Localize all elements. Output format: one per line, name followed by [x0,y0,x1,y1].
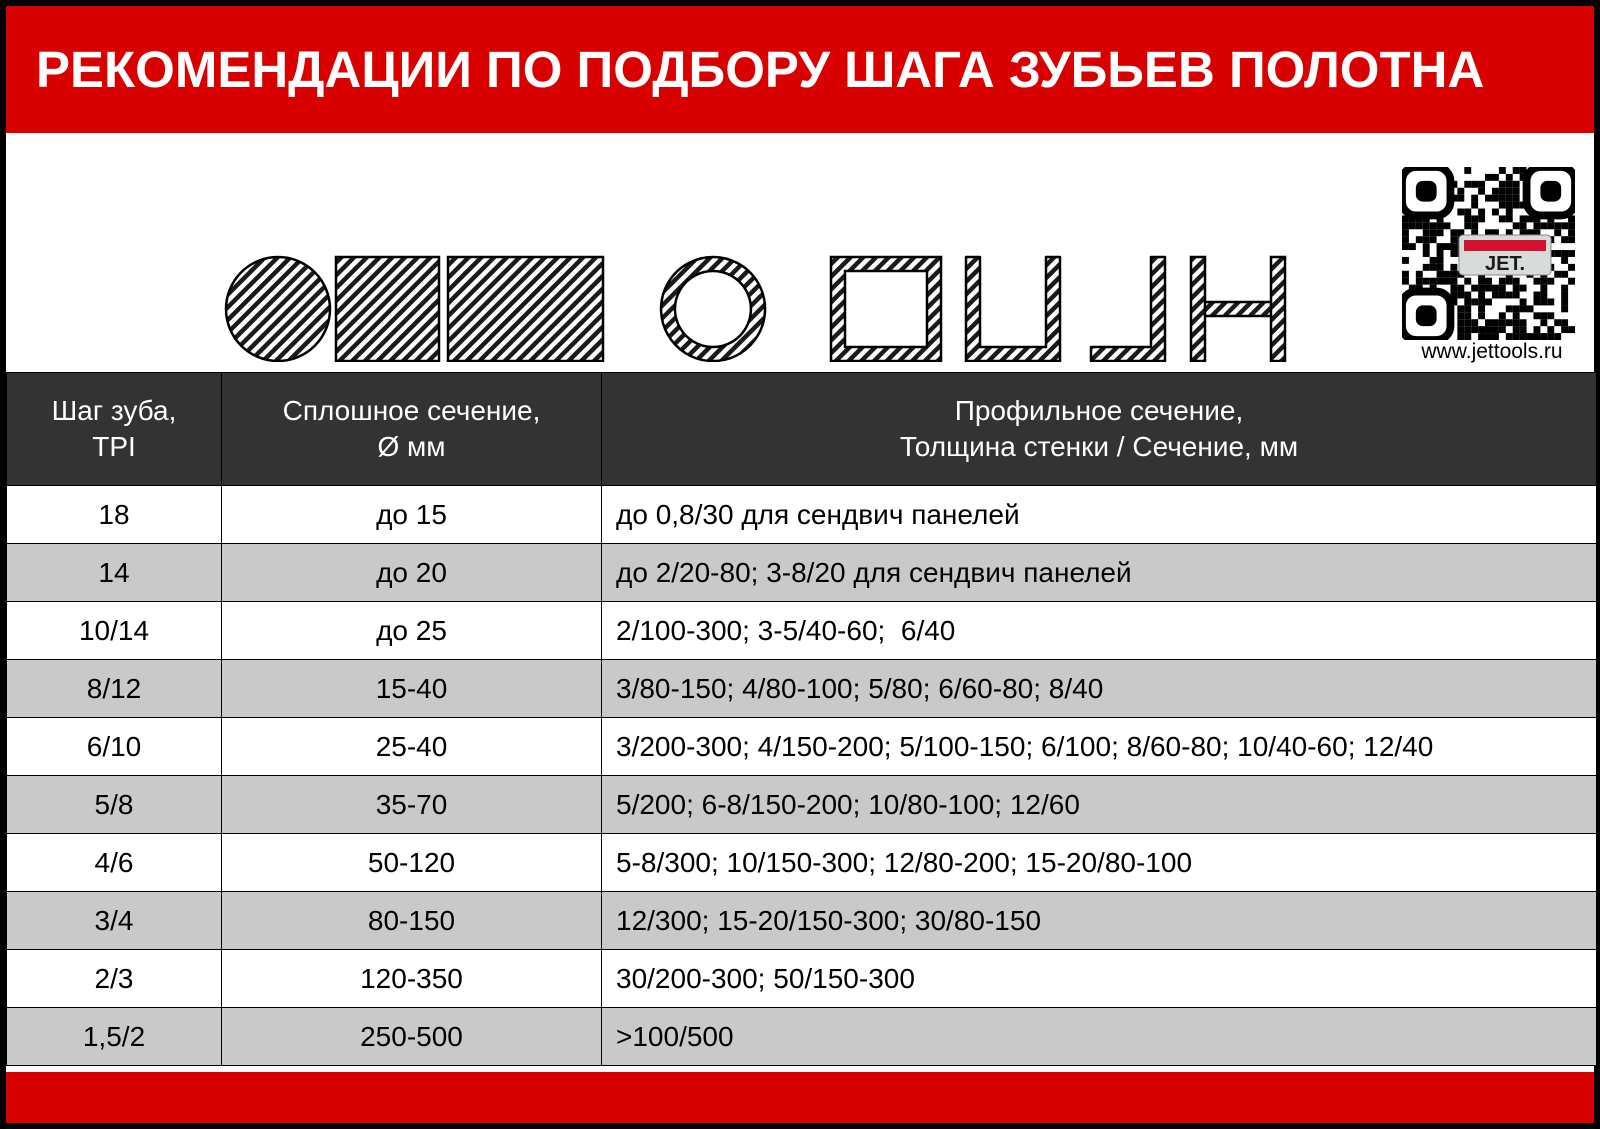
svg-text:JET.: JET. [1485,253,1525,275]
